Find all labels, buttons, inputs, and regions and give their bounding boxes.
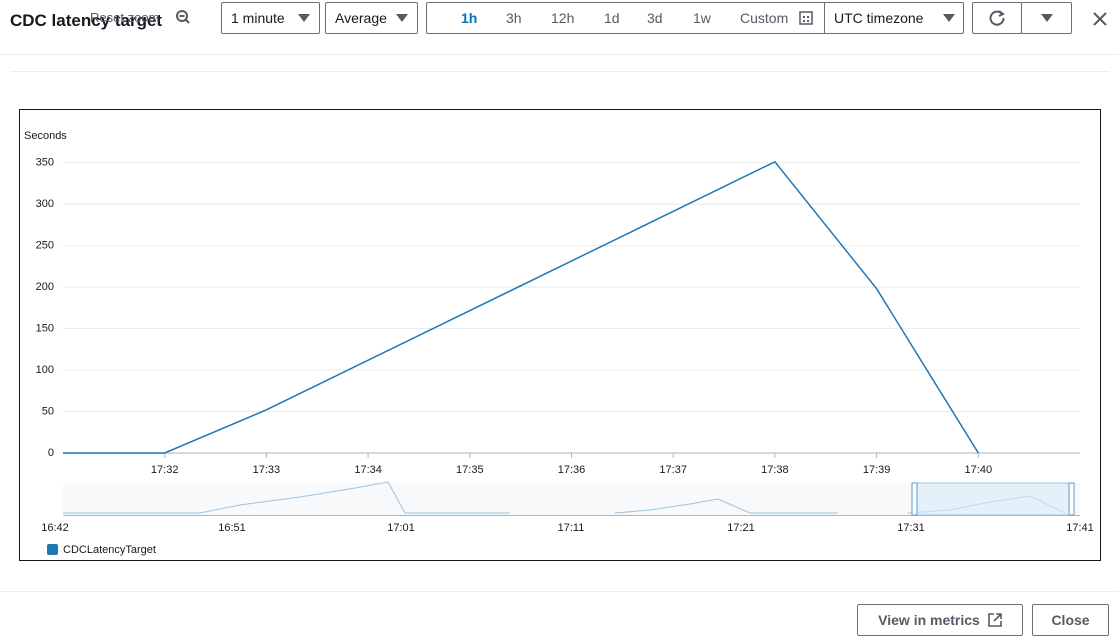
navigator-label: 17:21 — [727, 522, 755, 534]
x-tick-label: 17:32 — [151, 464, 179, 476]
navigator-label: 17:41 — [1066, 522, 1094, 534]
range-button[interactable]: 1h — [461, 10, 478, 26]
x-tick-label: 17:37 — [659, 464, 687, 476]
chart: Seconds 16:42 16:51 17:01 17:11 17:21 17… — [19, 109, 1101, 561]
statistic: Average — [335, 10, 387, 26]
y-tick-label: 0 — [48, 447, 54, 459]
x-tick-label: 17:34 — [354, 464, 382, 476]
separator — [10, 71, 1110, 72]
navigator-line — [614, 498, 838, 514]
legend-swatch — [47, 544, 58, 555]
caret — [298, 14, 310, 22]
timezone: UTC timezone — [834, 10, 924, 26]
close-icon[interactable] — [1093, 12, 1107, 26]
x-tick-label: 17:36 — [558, 464, 586, 476]
navigator — [63, 483, 1080, 516]
y-tick-label: 350 — [36, 157, 54, 169]
reset-zoom[interactable]: Reset zoom — [90, 10, 160, 25]
y-axis-label: Seconds — [24, 130, 67, 142]
statistic-select[interactable]: Average — [325, 2, 418, 34]
y-tick-label: 300 — [36, 198, 54, 210]
navigator-label: 17:01 — [387, 522, 415, 534]
x-tick-label: 17:40 — [965, 464, 993, 476]
view-in-metrics: View in metrics — [878, 612, 980, 628]
x-tick-label: 17:35 — [456, 464, 484, 476]
navigator-handle[interactable] — [1068, 482, 1075, 516]
y-tick-label: 100 — [36, 364, 54, 376]
range-button[interactable]: 3h — [506, 10, 522, 26]
navigator-line — [63, 481, 510, 514]
refresh-icon — [989, 10, 1005, 26]
caret — [396, 14, 408, 22]
caret — [1040, 14, 1053, 22]
y-tick-label: 150 — [36, 322, 54, 334]
period-select[interactable]: 1 minute — [221, 2, 320, 34]
divider — [824, 2, 825, 34]
range-button[interactable]: 1w — [693, 10, 711, 26]
period: 1 minute — [231, 10, 285, 26]
navigator-label: 17:11 — [558, 522, 585, 534]
title: CDC latency target — [10, 11, 163, 30]
navigator-selection[interactable] — [913, 482, 1074, 516]
refresh-button[interactable] — [972, 2, 1022, 34]
x-tick-label: 17:39 — [863, 464, 891, 476]
timezone-select[interactable]: UTC timezone — [825, 2, 964, 34]
close: Close — [1051, 612, 1090, 628]
range-button[interactable]: 12h — [551, 10, 575, 26]
view-in-metrics-button[interactable]: View in metrics — [857, 604, 1023, 636]
external-icon — [988, 613, 1002, 627]
range-group — [426, 2, 964, 34]
x-tick-label: 17:38 — [761, 464, 789, 476]
line — [63, 160, 979, 454]
navigator-label: 16:42 — [41, 522, 69, 534]
y-tick-label: 250 — [36, 239, 54, 251]
range-button[interactable]: 3d — [647, 10, 663, 26]
caret — [943, 14, 955, 22]
more-button[interactable] — [1021, 2, 1072, 34]
calendar-icon — [799, 11, 813, 25]
zoom-icon[interactable] — [175, 9, 191, 25]
y-tick-label: 50 — [42, 405, 54, 417]
y-tick-label: 200 — [36, 281, 54, 293]
navigator-label: 16:51 — [218, 522, 246, 534]
x-tick-label: 17:33 — [253, 464, 281, 476]
range-button[interactable]: 1d — [604, 10, 620, 26]
footer-separator — [0, 591, 1119, 592]
navigator-label: 17:31 — [897, 522, 925, 534]
header — [0, 0, 1119, 55]
legend-label: CDCLatencyTarget — [63, 544, 156, 556]
custom-range[interactable]: Custom — [740, 10, 789, 26]
close-button[interactable]: Close — [1032, 604, 1109, 636]
navigator-handle[interactable] — [911, 482, 918, 516]
